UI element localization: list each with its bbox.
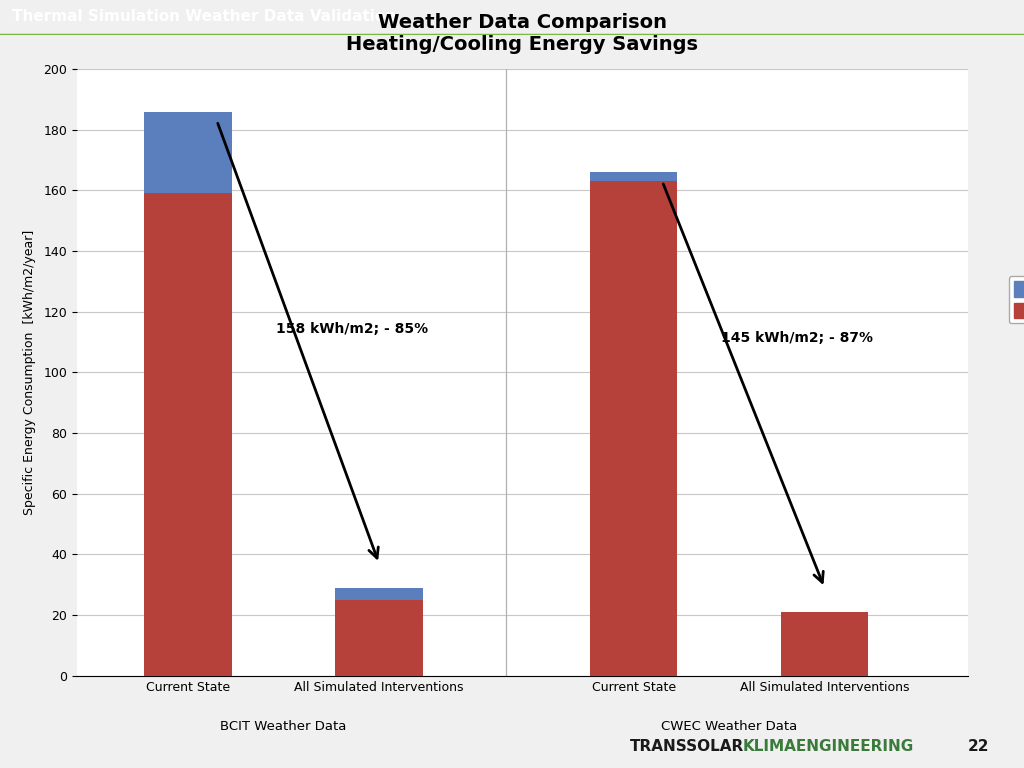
Text: CWEC Weather Data: CWEC Weather Data bbox=[660, 720, 797, 733]
Bar bbox=[590, 172, 677, 181]
Bar bbox=[335, 588, 423, 600]
Bar bbox=[144, 194, 231, 676]
Text: BCIT Weather Data: BCIT Weather Data bbox=[220, 720, 347, 733]
Text: TRANSSOLAR: TRANSSOLAR bbox=[630, 740, 744, 754]
Bar bbox=[780, 612, 868, 676]
Bar bbox=[335, 600, 423, 676]
Text: KLIMAENGINEERING: KLIMAENGINEERING bbox=[742, 740, 913, 754]
Text: 22: 22 bbox=[968, 740, 989, 754]
Title: Weather Data Comparison
Heating/Cooling Energy Savings: Weather Data Comparison Heating/Cooling … bbox=[346, 13, 698, 54]
Y-axis label: Specific Energy Consumption  [kWh/m2/year]: Specific Energy Consumption [kWh/m2/year… bbox=[24, 230, 36, 515]
Bar bbox=[590, 181, 677, 676]
Text: 158 kWh/m2; - 85%: 158 kWh/m2; - 85% bbox=[275, 322, 428, 336]
Text: Thermal Simulation Weather Data Validation: Thermal Simulation Weather Data Validati… bbox=[12, 9, 396, 24]
Bar bbox=[144, 111, 231, 194]
Text: 145 kWh/m2; - 87%: 145 kWh/m2; - 87% bbox=[721, 331, 873, 345]
Legend: Cool, Heat: Cool, Heat bbox=[1009, 276, 1024, 323]
